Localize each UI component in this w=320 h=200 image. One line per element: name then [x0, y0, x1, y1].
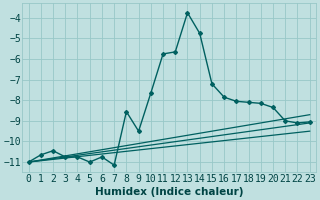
X-axis label: Humidex (Indice chaleur): Humidex (Indice chaleur)	[95, 187, 244, 197]
